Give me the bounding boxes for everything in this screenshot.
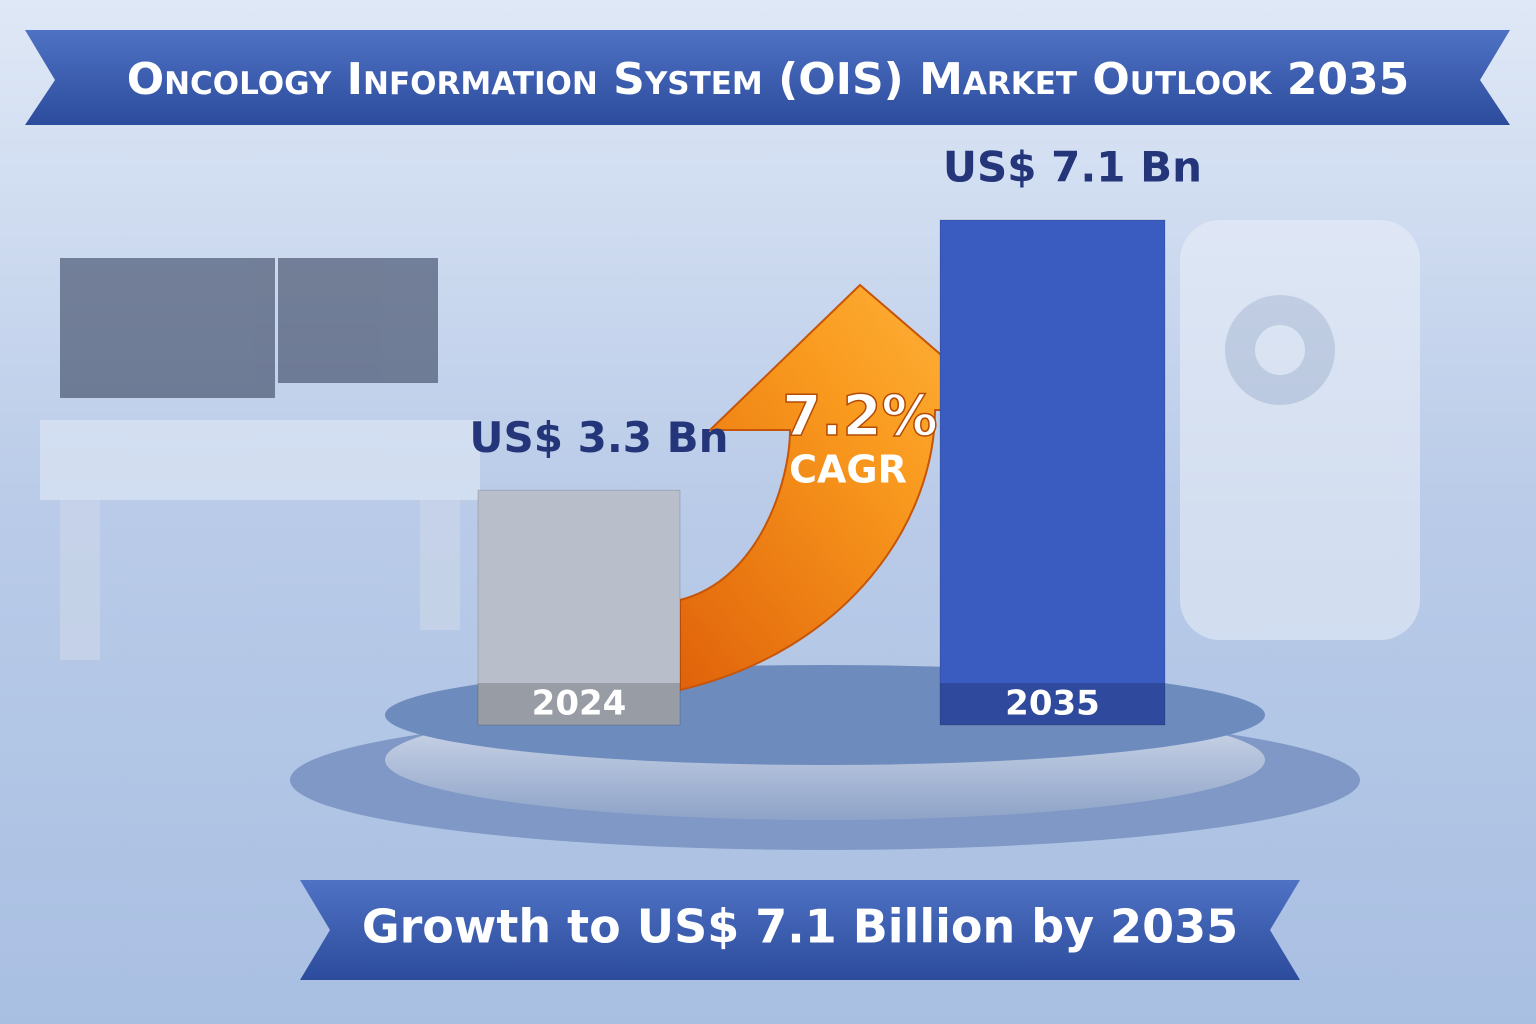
subtitle-ribbon xyxy=(300,880,1300,980)
value-label: US$ 7.1 Bn xyxy=(943,143,1202,192)
workstation xyxy=(40,258,480,660)
bar-base xyxy=(940,683,1165,725)
category-label: 2035 xyxy=(1005,684,1100,724)
bar xyxy=(939,219,1166,726)
bar xyxy=(477,489,681,726)
cagr-value: 7.2% xyxy=(782,384,937,449)
bars: 2024 US$ 3.3 Bn 2035 US$ 7.1 Bn xyxy=(469,143,1202,726)
cagr-label: CAGR xyxy=(789,448,907,492)
bar-base xyxy=(478,683,680,725)
category-label: 2024 xyxy=(532,684,627,724)
growth-arrow xyxy=(679,283,1008,692)
value-label: US$ 3.3 Bn xyxy=(469,413,728,462)
title-ribbon xyxy=(25,30,1510,125)
chart-title: Oncology Information System (OIS) Market… xyxy=(127,54,1410,105)
subtitle: Growth to US$ 7.1 Billion by 2035 xyxy=(362,900,1238,954)
linac-machine xyxy=(1180,220,1420,640)
